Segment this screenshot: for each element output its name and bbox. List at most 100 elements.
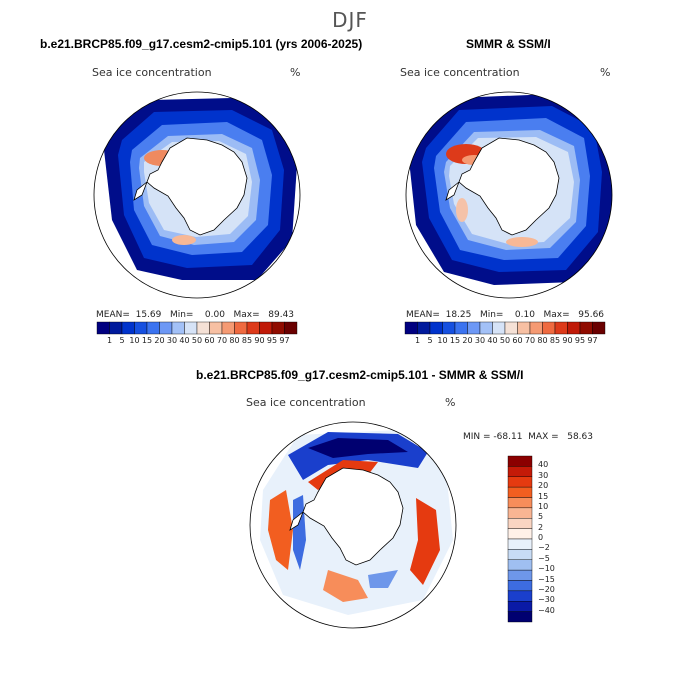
- panel-1-colorbar-box: [96, 321, 110, 335]
- ross-high-ice: [172, 235, 196, 245]
- panel-3-colorbar-tick-label: −30: [538, 595, 555, 605]
- panel-3-colorbar-tick-label: −5: [538, 553, 550, 563]
- panel-3-colorbar-tick-label: 2: [538, 522, 544, 532]
- panel-2-colorbar-box: [467, 321, 481, 335]
- panel-3-field-label: Sea ice concentration: [246, 396, 366, 409]
- panel-2-colorbar-box: [592, 321, 606, 335]
- panel-2-colorbar-box: [504, 321, 518, 335]
- panel-2-colorbar-box: [404, 321, 418, 335]
- panel-3-colorbar-tick-label: 10: [538, 501, 549, 511]
- panel-2-colorbar-tick-label: 5: [427, 336, 433, 345]
- panel-2-colorbar-box: [554, 321, 568, 335]
- panel-1-colorbar-tick-label: 97: [279, 336, 290, 345]
- panel-2-colorbar-tick-label: 10: [437, 336, 448, 345]
- panel-1-title: b.e21.BRCP85.f09_g17.cesm2-cmip5.101 (yr…: [40, 37, 363, 51]
- panel-1-map: [93, 91, 301, 299]
- panel-3-colorbar-box: [507, 455, 533, 467]
- panel-3-colorbar-tick-label: 40: [538, 460, 549, 470]
- panel-3-map: [249, 421, 457, 629]
- panel-1-colorbar-tick-label: 1: [106, 336, 113, 345]
- panel-2-colorbar-box: [479, 321, 493, 335]
- panel-2-colorbar-tick-label: 30: [474, 336, 486, 345]
- panel-3-colorbar-box: [507, 528, 533, 540]
- amundsen-high-ice: [456, 198, 468, 222]
- diff-positive-west: [268, 490, 293, 570]
- panel-2-stats: MEAN= 18.25 Min= 0.10 Max= 95.66: [406, 310, 605, 320]
- panel-2-colorbar-tick-label: 1: [414, 336, 421, 345]
- panel-2-colorbar-tick-label: 20: [462, 336, 473, 345]
- diff-positive-south: [323, 570, 368, 602]
- panel-1-field-label: Sea ice concentration: [92, 66, 212, 79]
- panel-1-colorbar: [96, 321, 298, 335]
- panel-1-stats: MEAN= 15.69 Min= 0.00 Max= 89.43: [96, 310, 295, 320]
- panel-3-colorbar-box: [507, 497, 533, 509]
- figure-title: DJF: [332, 8, 368, 32]
- panel-1-units: %: [290, 66, 301, 79]
- panel-2-colorbar-box: [429, 321, 443, 335]
- panel-1-colorbar-tick-label: 80: [229, 336, 240, 345]
- panel-2-field-label: Sea ice concentration: [400, 66, 520, 79]
- panel-3-colorbar-tick-label: 15: [538, 491, 549, 501]
- panel-2-colorbar-tick-label: 95: [574, 336, 586, 345]
- panel-3-colorbar-tick-label: −15: [538, 574, 555, 584]
- panel-1-colorbar-box: [271, 321, 285, 335]
- panel-2-colorbar-tick-label: 50: [499, 336, 511, 345]
- panel-2-colorbar-tick-label: 80: [537, 336, 548, 345]
- panel-1-colorbar-box: [134, 321, 148, 335]
- panel-1-colorbar-box: [234, 321, 248, 335]
- panel-2-colorbar-tick-label: 60: [512, 336, 523, 345]
- panel-1-colorbar-tick-label: 20: [154, 336, 165, 345]
- panel-1-colorbar-tick-label: 95: [266, 336, 278, 345]
- panel-3-stats: MIN = -68.11 MAX = 58.63: [463, 432, 593, 442]
- panel-1-colorbar-box: [221, 321, 235, 335]
- panel-2-colorbar-tick-label: 97: [587, 336, 598, 345]
- panel-2-colorbar-tick-label: 90: [562, 336, 573, 345]
- panel-3-colorbar-tick-label: −10: [538, 564, 555, 574]
- panel-3-units: %: [445, 396, 456, 409]
- panel-2-units: %: [600, 66, 611, 79]
- panel-1-colorbar-box: [196, 321, 210, 335]
- panel-1-colorbar-tick-label: 5: [119, 336, 125, 345]
- ross-high-ice: [506, 237, 538, 247]
- panel-2-colorbar-box: [542, 321, 556, 335]
- panel-1-colorbar-box: [146, 321, 160, 335]
- panel-3-title: b.e21.BRCP85.f09_g17.cesm2-cmip5.101 - S…: [196, 368, 524, 382]
- panel-3-colorbar-tick-label: 20: [538, 481, 549, 491]
- panel-2-colorbar-box: [454, 321, 468, 335]
- panel-1-colorbar-box: [184, 321, 198, 335]
- panel-1-colorbar-tick-label: 90: [254, 336, 265, 345]
- panel-3-colorbar-box: [507, 538, 533, 550]
- panel-3-colorbar-tick-label: −40: [538, 605, 555, 615]
- panel-3-colorbar-box: [507, 580, 533, 592]
- panel-1-colorbar-box: [284, 321, 298, 335]
- panel-3-colorbar-box: [507, 590, 533, 602]
- panel-3-colorbar-labels: 40 30 20 15 10 5 2 0 −2 −5 −10 −15 −20 −30 −40: [536, 456, 576, 622]
- panel-2-colorbar-box: [567, 321, 581, 335]
- panel-3-colorbar-tick-label: 30: [538, 470, 549, 480]
- panel-3-colorbar-tick-label: 0: [538, 533, 544, 542]
- panel-1-colorbar-tick-label: 15: [141, 336, 153, 345]
- antarctica-landmass: [289, 467, 404, 566]
- panel-2-colorbar-tick-label: 15: [449, 336, 461, 345]
- panel-2-colorbar-box: [529, 321, 543, 335]
- panel-3-colorbar-tick-label: −2: [538, 543, 550, 553]
- panel-1-colorbar-tick-label: 60: [204, 336, 215, 345]
- panel-1-colorbar-tick-label: 85: [241, 336, 253, 345]
- panel-3-colorbar-box: [507, 507, 533, 519]
- panel-3-colorbar: [507, 455, 533, 623]
- panel-1-colorbar-tick-label: 70: [216, 336, 228, 345]
- panel-1-colorbar-box: [159, 321, 173, 335]
- diff-negative-south: [368, 570, 398, 588]
- panel-2-colorbar-tick-label: 70: [524, 336, 536, 345]
- panel-2-colorbar: [404, 321, 606, 335]
- panel-3-colorbar-box: [507, 518, 533, 529]
- panel-1-colorbar-tick-label: 10: [129, 336, 140, 345]
- panel-1-colorbar-labels: 1 5 10 15 20 30 40 50 60 70 80 85 90 95 97: [97, 336, 297, 348]
- panel-3-colorbar-box: [507, 466, 533, 477]
- panel-3-colorbar-box: [507, 611, 533, 623]
- panel-3-colorbar-box: [507, 549, 533, 560]
- panel-3-colorbar-box: [507, 569, 533, 581]
- panel-1-colorbar-tick-label: 50: [191, 336, 203, 345]
- panel-1-colorbar-box: [171, 321, 185, 335]
- panel-3-colorbar-tick-label: −20: [538, 584, 555, 594]
